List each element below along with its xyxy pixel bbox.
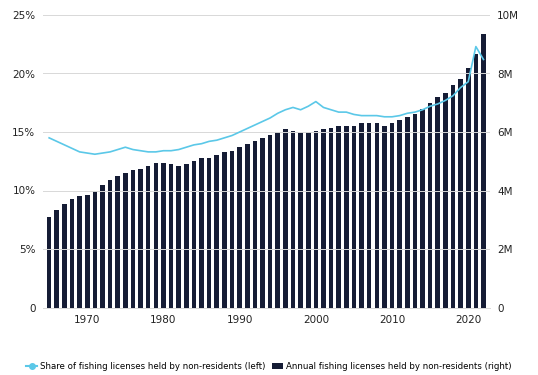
Bar bbox=[428, 103, 433, 308]
Bar bbox=[47, 217, 52, 308]
Bar bbox=[108, 180, 112, 308]
Bar bbox=[77, 196, 82, 308]
Bar bbox=[215, 155, 219, 308]
Bar bbox=[260, 138, 265, 308]
Bar bbox=[466, 68, 471, 308]
Bar bbox=[138, 169, 143, 308]
Bar bbox=[291, 130, 295, 308]
Bar bbox=[413, 114, 417, 308]
Bar bbox=[253, 141, 257, 308]
Bar bbox=[100, 184, 105, 308]
Bar bbox=[382, 126, 387, 308]
Bar bbox=[359, 123, 364, 308]
Bar bbox=[275, 132, 280, 308]
Bar bbox=[54, 210, 59, 308]
Bar bbox=[116, 176, 120, 308]
Bar bbox=[268, 135, 272, 308]
Bar bbox=[222, 153, 226, 308]
Bar bbox=[329, 128, 334, 308]
Bar bbox=[146, 166, 151, 308]
Bar bbox=[123, 173, 128, 308]
Bar bbox=[420, 109, 425, 308]
Bar bbox=[344, 126, 349, 308]
Bar bbox=[237, 147, 242, 308]
Bar bbox=[374, 123, 379, 308]
Bar bbox=[62, 204, 67, 308]
Bar bbox=[245, 144, 250, 308]
Bar bbox=[176, 166, 181, 308]
Bar bbox=[230, 151, 235, 308]
Bar bbox=[481, 34, 486, 308]
Bar bbox=[398, 120, 402, 308]
Bar bbox=[367, 123, 371, 308]
Bar bbox=[321, 129, 325, 308]
Bar bbox=[405, 117, 409, 308]
Bar bbox=[207, 158, 211, 308]
Bar bbox=[184, 164, 189, 308]
Bar bbox=[199, 158, 204, 308]
Bar bbox=[458, 80, 463, 308]
Bar bbox=[451, 85, 455, 308]
Bar bbox=[352, 126, 356, 308]
Legend: Share of fishing licenses held by non-residents (left), Annual fishing licenses : Share of fishing licenses held by non-re… bbox=[23, 358, 515, 375]
Bar bbox=[473, 54, 478, 307]
Bar bbox=[298, 134, 303, 308]
Bar bbox=[161, 163, 166, 308]
Bar bbox=[192, 161, 196, 308]
Bar bbox=[314, 130, 318, 308]
Bar bbox=[443, 93, 448, 308]
Bar bbox=[435, 97, 440, 308]
Bar bbox=[390, 123, 394, 308]
Bar bbox=[85, 195, 89, 308]
Bar bbox=[153, 163, 158, 308]
Bar bbox=[306, 132, 310, 308]
Bar bbox=[169, 164, 173, 308]
Bar bbox=[70, 199, 74, 308]
Bar bbox=[336, 126, 341, 308]
Bar bbox=[93, 190, 97, 308]
Bar bbox=[283, 129, 288, 308]
Bar bbox=[131, 170, 135, 308]
